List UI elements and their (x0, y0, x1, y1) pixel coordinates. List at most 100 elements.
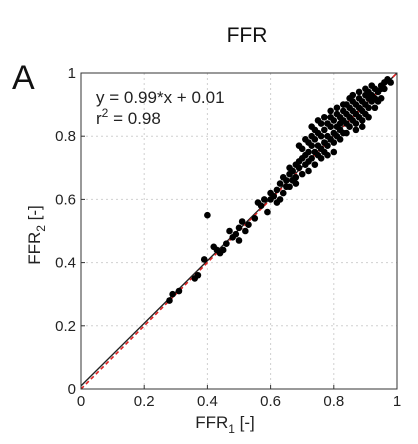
data-point (305, 167, 312, 175)
data-point (358, 117, 366, 124)
x-axis-label: FFR1 [-] (195, 413, 255, 436)
data-point (166, 297, 173, 304)
data-point (371, 104, 379, 112)
x-tick-label: 0.6 (260, 393, 281, 410)
data-point (235, 224, 243, 232)
data-point (330, 139, 338, 146)
data-point (175, 287, 183, 295)
data-point (235, 237, 243, 244)
data-point (204, 211, 211, 219)
data-point (273, 199, 281, 206)
data-point (317, 132, 325, 140)
y-tick-label: 0 (68, 381, 76, 398)
data-point (286, 183, 293, 191)
x-tick-label: 0.8 (323, 393, 344, 410)
x-axis-label-sub: 1 (228, 422, 235, 436)
data-point (194, 271, 202, 279)
r-squared-base: r (96, 109, 102, 128)
data-point (169, 290, 176, 298)
data-point (264, 208, 271, 216)
data-points (166, 76, 394, 304)
data-point (355, 88, 363, 96)
data-point (238, 218, 246, 225)
data-point (311, 136, 319, 143)
data-point (362, 85, 369, 93)
data-point (223, 240, 230, 247)
data-point (292, 180, 300, 187)
y-axis-label-base: FFR (25, 232, 44, 265)
data-point (365, 113, 372, 121)
axis-ticks: 0 0.2 0.4 0.6 0.8 1 0 0.2 0.4 0.6 0.8 1 (55, 65, 401, 410)
data-point (321, 113, 328, 121)
data-point (292, 173, 300, 181)
data-point (368, 82, 376, 89)
y-tick-label: 0.4 (55, 255, 76, 272)
data-point (242, 227, 249, 235)
y-axis-label: FFR2 [-] (25, 205, 48, 265)
data-point (308, 155, 315, 162)
data-point (343, 129, 350, 137)
r-squared-sup: 2 (102, 106, 109, 120)
data-point (346, 123, 353, 131)
data-point (387, 79, 394, 86)
data-point (308, 142, 315, 149)
fit-equation: y = 0.99*x + 0.01 (96, 88, 225, 107)
data-point (339, 101, 347, 108)
data-point (232, 230, 240, 238)
data-point (352, 126, 360, 134)
x-tick-label: 0.2 (134, 393, 155, 410)
data-point (352, 120, 360, 127)
data-point (283, 177, 290, 184)
data-point (365, 104, 372, 112)
data-point (245, 221, 252, 228)
data-point (289, 167, 297, 175)
data-point (327, 107, 334, 115)
data-point (324, 151, 331, 159)
data-point (358, 123, 366, 131)
data-point (381, 85, 388, 93)
data-point (321, 126, 328, 134)
data-point (311, 161, 319, 168)
data-point (333, 104, 341, 112)
r-squared-value: = 0.98 (108, 109, 160, 128)
data-point (327, 123, 334, 131)
x-axis-label-base: FFR (195, 413, 228, 432)
data-point (336, 136, 344, 143)
data-point (314, 117, 322, 124)
data-point (330, 117, 338, 124)
data-point (251, 215, 259, 222)
y-tick-label: 0.8 (55, 128, 76, 145)
data-point (305, 148, 312, 156)
data-point (260, 196, 268, 203)
panel-label: A (12, 59, 35, 97)
x-tick-label: 0 (77, 393, 85, 410)
plot-frame (80, 72, 398, 390)
data-point (226, 227, 233, 235)
data-point (308, 123, 315, 131)
y-tick-label: 0.6 (55, 191, 76, 208)
data-point (279, 189, 287, 197)
data-point (302, 136, 309, 143)
chart-title: FFR (227, 24, 268, 47)
data-point (377, 94, 385, 102)
data-point (270, 192, 278, 200)
y-tick-label: 1 (68, 65, 76, 82)
r-squared: r2 = 0.98 (96, 106, 161, 128)
y-axis-label-sub: 2 (34, 225, 48, 232)
data-point (298, 170, 306, 178)
x-tick-label: 0.4 (197, 393, 218, 410)
data-point (330, 148, 338, 156)
data-point (295, 164, 303, 172)
data-point (273, 186, 281, 194)
data-point (200, 256, 208, 263)
data-point (349, 91, 357, 99)
data-point (257, 202, 265, 210)
x-axis-label-suffix: [-] (235, 413, 255, 432)
data-point (276, 180, 284, 187)
y-axis-label-suffix: [-] (25, 205, 44, 225)
y-tick-label: 0.2 (55, 318, 76, 335)
data-point (317, 155, 325, 162)
data-point (295, 142, 303, 149)
x-tick-label: 1 (393, 393, 401, 410)
